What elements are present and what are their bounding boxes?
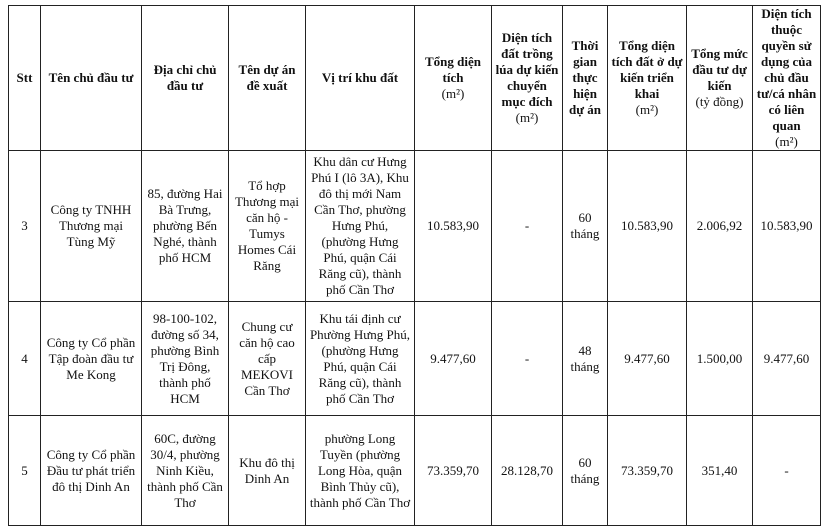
cell-project-name: Chung cư căn hộ cao cấp MEKOVI Cần Thơ xyxy=(228,301,306,416)
header-total-investment: Tổng mức đầu tư dự kiến (tỷ đồng) xyxy=(686,5,753,151)
cell-project-name: Tổ hợp Thương mại căn hộ - Tumys Homes C… xyxy=(228,150,306,302)
header-label: Tên dự án đề xuất xyxy=(238,62,296,93)
cell-total-area: 9.477,60 xyxy=(414,301,492,416)
cell-rice-land-area: 28.128,70 xyxy=(491,415,563,526)
cell-duration: 60 tháng xyxy=(562,415,608,526)
header-investor-address: Địa chỉ chủ đầu tư xyxy=(141,5,229,151)
cell-total-area: 10.583,90 xyxy=(414,150,492,302)
header-stt: Stt xyxy=(8,5,41,151)
cell-investor-name: Công ty TNHH Thương mại Tùng Mỹ xyxy=(40,150,142,302)
header-unit: (m²) xyxy=(515,110,539,125)
table-row: 3 Công ty TNHH Thương mại Tùng Mỹ 85, đườn… xyxy=(8,150,821,302)
header-residential-area: Tổng diện tích đất ở dự kiến triển khai(… xyxy=(607,5,687,151)
cell-project-name: Khu đô thị Dinh An xyxy=(228,415,306,526)
header-unit: (m²) xyxy=(635,102,659,117)
cell-owned-area: - xyxy=(752,415,821,526)
header-owned-area: Diện tích thuộc quyền sử dụng của chủ đầ… xyxy=(752,5,821,151)
cell-investor-address: 98-100-102, đường số 34, phường Bình Trị… xyxy=(141,301,229,416)
header-project-name: Tên dự án đề xuất xyxy=(228,5,306,151)
cell-investor-name: Công ty Cổ phần Tập đoàn đầu tư Me Kong xyxy=(40,301,142,416)
header-label: Tên chủ đầu tư xyxy=(48,70,134,85)
header-row: Stt Tên chủ đầu tư Địa chỉ chủ đầu tư Tên d… xyxy=(8,5,821,151)
cell-stt: 4 xyxy=(8,301,41,416)
cell-land-location: phường Long Tuyền (phường Long Hòa, quận… xyxy=(305,415,415,526)
cell-investor-address: 60C, đường 30/4, phường Ninh Kiều, thành… xyxy=(141,415,229,526)
cell-duration: 60 tháng xyxy=(562,150,608,302)
header-label: Thời gian thực hiện dự án xyxy=(568,38,601,117)
header-label: Địa chỉ chủ đầu tư xyxy=(153,62,217,93)
cell-residential-area: 9.477,60 xyxy=(607,301,687,416)
cell-total-investment: 2.006,92 xyxy=(686,150,753,302)
header-unit: (m²) xyxy=(441,86,465,101)
header-total-area: Tổng diện tích (m²) xyxy=(414,5,492,151)
table-row: 5 Công ty Cổ phần Đầu tư phát triển đô th… xyxy=(8,415,821,526)
header-land-location: Vị trí khu đất xyxy=(305,5,415,151)
cell-land-location: Khu dân cư Hưng Phú I (lô 3A), Khu đô th… xyxy=(305,150,415,302)
header-label: Stt xyxy=(16,70,33,85)
cell-residential-area: 73.359,70 xyxy=(607,415,687,526)
header-duration: Thời gian thực hiện dự án xyxy=(562,5,608,151)
header-label: Tổng diện tích xyxy=(425,54,481,85)
cell-rice-land-area: - xyxy=(491,301,563,416)
header-investor-name: Tên chủ đầu tư xyxy=(40,5,142,151)
cell-residential-area: 10.583,90 xyxy=(607,150,687,302)
header-unit: (m²) xyxy=(775,134,798,149)
header-unit: (tỷ đồng) xyxy=(695,94,744,109)
header-label: Vị trí khu đất xyxy=(321,70,399,85)
header-label: Diện tích thuộc quyền sử dụng của chủ đầ… xyxy=(756,6,817,133)
cell-owned-area: 10.583,90 xyxy=(752,150,821,302)
cell-investor-address: 85, đường Hai Bà Trưng, phường Bến Nghé,… xyxy=(141,150,229,302)
table-row: 4 Công ty Cổ phần Tập đoàn đầu tư Me Kong… xyxy=(8,301,821,416)
header-label: Tổng diện tích đất ở dự kiến triển khai xyxy=(611,38,683,101)
cell-land-location: Khu tái định cư Phường Hưng Phú, (phường… xyxy=(305,301,415,416)
cell-rice-land-area: - xyxy=(491,150,563,302)
cell-total-investment: 351,40 xyxy=(686,415,753,526)
header-label: Diện tích đất trồng lúa dự kiến chuyển m… xyxy=(495,30,559,109)
cell-investor-name: Công ty Cổ phần Đầu tư phát triển đô thị… xyxy=(40,415,142,526)
header-rice-land-area: Diện tích đất trồng lúa dự kiến chuyển m… xyxy=(491,5,563,151)
cell-total-investment: 1.500,00 xyxy=(686,301,753,416)
cell-stt: 3 xyxy=(8,150,41,302)
cell-stt: 5 xyxy=(8,415,41,526)
header-label: Tổng mức đầu tư dự kiến xyxy=(691,46,748,93)
project-table: Stt Tên chủ đầu tư Địa chỉ chủ đầu tư Tên d… xyxy=(8,5,821,526)
cell-total-area: 73.359,70 xyxy=(414,415,492,526)
cell-owned-area: 9.477,60 xyxy=(752,301,821,416)
cell-duration: 48 tháng xyxy=(562,301,608,416)
